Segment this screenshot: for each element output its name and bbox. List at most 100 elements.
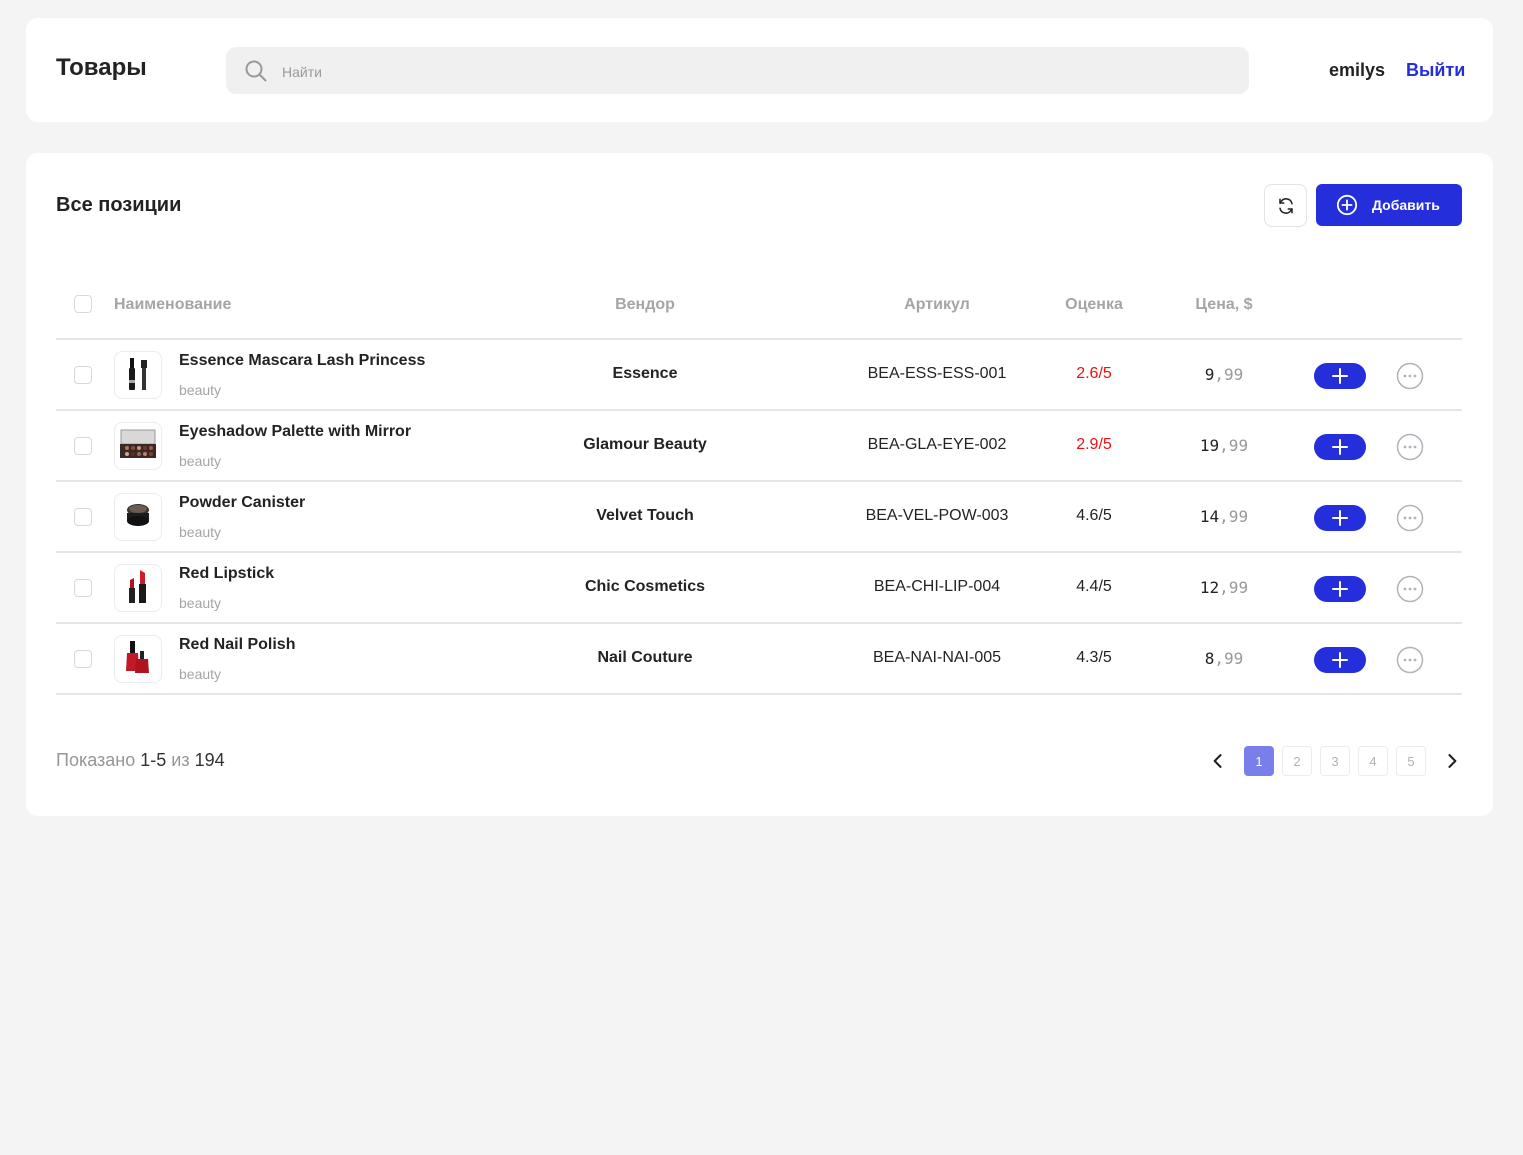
column-header-rating[interactable]: Оценка [1065,296,1123,313]
plus-icon [1332,581,1348,597]
more-options-icon[interactable] [1396,504,1424,532]
plus-icon [1332,652,1348,668]
row-checkbox[interactable] [74,579,92,597]
price-integer: 9 [1204,365,1215,384]
price-integer: 8 [1204,649,1215,668]
column-header-sku[interactable]: Артикул [904,296,970,313]
product-sku: BEA-GLA-EYE-002 [867,436,1007,453]
summary-prefix: Показано [56,750,136,770]
product-thumbnail [114,351,162,399]
refresh-icon [1278,197,1293,214]
product-rating: 4.6/5 [1076,507,1112,524]
logout-link[interactable]: Выйти [1406,60,1466,80]
table-body: Essence Mascara Lash Princess beauty Ess… [56,340,1462,695]
summary-total: 194 [194,750,225,770]
product-vendor: Essence [612,365,678,382]
table-header: Наименование Вендор Артикул Оценка Цена,… [56,269,1462,340]
add-button[interactable]: Добавить [1316,184,1462,226]
add-button-label: Добавить [1372,197,1440,213]
nail-polish-image [121,637,155,682]
price-decimal: ,99 [1219,436,1249,455]
page-4-button[interactable]: 4 [1358,746,1388,776]
product-price: 9,99 [1174,365,1274,384]
product-price: 19,99 [1174,436,1274,455]
product-name[interactable]: Red Lipstick [179,565,275,582]
column-header-name[interactable]: Наименование [114,296,232,313]
powder-image [121,498,155,537]
page-1-button[interactable]: 1 [1244,746,1274,776]
table-row[interactable]: Powder Canister beauty Velvet Touch BEA-… [56,482,1462,553]
product-price: 14,99 [1174,507,1274,526]
product-vendor: Glamour Beauty [583,436,707,453]
more-options-icon[interactable] [1396,575,1424,603]
product-rating: 4.3/5 [1076,649,1112,666]
product-name[interactable]: Red Nail Polish [179,636,296,653]
product-category: beauty [179,524,222,540]
column-header-price[interactable]: Цена, $ [1195,296,1253,313]
product-rating: 2.9/5 [1076,436,1112,453]
products-panel: Все позиции Добавить Наименование Вендор… [26,153,1493,816]
price-decimal: ,99 [1214,365,1244,384]
table-row[interactable]: Essence Mascara Lash Princess beauty Ess… [56,340,1462,411]
more-options-icon[interactable] [1396,362,1424,390]
mascara-image [121,353,155,398]
row-checkbox[interactable] [74,437,92,455]
product-vendor: Velvet Touch [596,507,694,524]
section-title: Все позиции [56,194,182,216]
results-summary: Показано 1-5 из 194 [56,750,225,771]
plus-icon [1332,510,1348,526]
table-row[interactable]: Red Lipstick beauty Chic Cosmetics BEA-C… [56,553,1462,624]
chevron-right-icon[interactable] [1442,751,1462,771]
page-title: Товары [56,54,147,81]
more-options-icon[interactable] [1396,433,1424,461]
product-rating: 2.6/5 [1076,365,1112,382]
product-thumbnail [114,422,162,470]
add-to-cart-button[interactable] [1314,363,1366,389]
product-name[interactable]: Essence Mascara Lash Princess [179,352,426,369]
add-to-cart-button[interactable] [1314,505,1366,531]
search-box[interactable] [226,47,1249,96]
product-thumbnail [114,564,162,612]
table-row[interactable]: Red Nail Polish beauty Nail Couture BEA-… [56,624,1462,695]
table-row[interactable]: Eyeshadow Palette with Mirror beauty Gla… [56,411,1462,482]
page-5-button[interactable]: 5 [1396,746,1426,776]
search-icon [245,60,267,82]
select-all-checkbox[interactable] [74,295,92,313]
more-options-icon[interactable] [1396,646,1424,674]
refresh-button[interactable] [1264,184,1307,227]
product-name[interactable]: Powder Canister [179,494,306,511]
row-checkbox[interactable] [74,508,92,526]
price-integer: 12 [1199,578,1220,597]
row-checkbox[interactable] [74,366,92,384]
product-rating: 4.4/5 [1076,578,1112,595]
product-vendor: Nail Couture [597,649,693,666]
product-vendor: Chic Cosmetics [584,578,706,595]
price-integer: 19 [1199,436,1220,455]
product-name[interactable]: Eyeshadow Palette with Mirror [179,423,412,440]
product-sku: BEA-CHI-LIP-004 [873,578,1001,595]
page-3-button[interactable]: 3 [1320,746,1350,776]
summary-of: из [171,750,190,770]
plus-icon [1332,368,1348,384]
column-header-vendor[interactable]: Вендор [615,296,675,313]
price-decimal: ,99 [1214,649,1244,668]
palette-image [118,426,158,467]
plus-icon [1332,439,1348,455]
product-category: beauty [179,453,222,469]
summary-range: 1-5 [140,750,167,770]
search-input[interactable] [280,47,1224,96]
price-decimal: ,99 [1219,507,1249,526]
product-category: beauty [179,382,222,398]
row-checkbox[interactable] [74,650,92,668]
product-price: 12,99 [1174,578,1274,597]
add-to-cart-button[interactable] [1314,434,1366,460]
add-to-cart-button[interactable] [1314,647,1366,673]
product-thumbnail [114,635,162,683]
add-to-cart-button[interactable] [1314,576,1366,602]
page-2-button[interactable]: 2 [1282,746,1312,776]
product-price: 8,99 [1174,649,1274,668]
products-table: Наименование Вендор Артикул Оценка Цена,… [56,269,1462,695]
chevron-left-icon[interactable] [1208,751,1228,771]
product-category: beauty [179,595,222,611]
lipstick-image [121,566,155,611]
